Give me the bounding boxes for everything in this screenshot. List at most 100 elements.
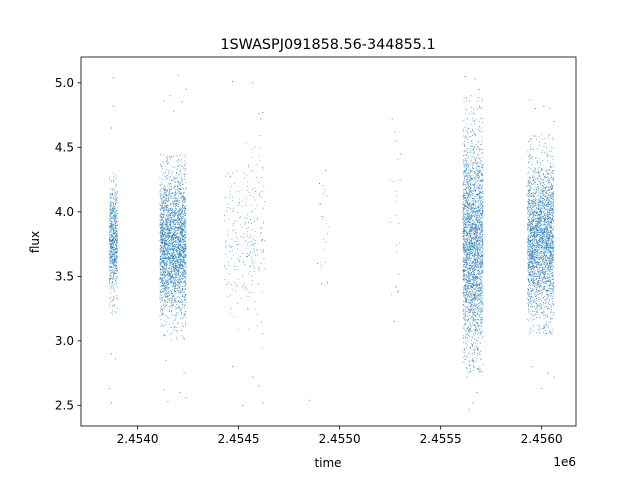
- data-point: [477, 218, 479, 220]
- data-point: [463, 225, 465, 227]
- data-point: [110, 222, 112, 224]
- data-point: [235, 236, 237, 238]
- data-point: [474, 197, 476, 199]
- data-point: [476, 261, 477, 263]
- data-point: [462, 190, 464, 192]
- data-point: [181, 278, 183, 279]
- data-point: [179, 240, 181, 242]
- data-point: [113, 176, 115, 178]
- data-point: [164, 189, 165, 191]
- data-point: [116, 224, 118, 225]
- data-point: [180, 261, 182, 263]
- data-point: [161, 202, 163, 203]
- data-point: [178, 214, 180, 216]
- data-point: [479, 172, 481, 174]
- data-point: [182, 272, 184, 274]
- data-point: [172, 235, 173, 237]
- data-point: [115, 265, 116, 267]
- data-point: [183, 257, 185, 258]
- data-point: [229, 176, 231, 178]
- data-point: [166, 175, 168, 176]
- data-point: [164, 253, 166, 255]
- data-point: [180, 261, 182, 263]
- data-point: [397, 158, 399, 160]
- data-point: [172, 239, 174, 241]
- data-point: [166, 230, 168, 232]
- data-point: [468, 268, 469, 270]
- data-point: [172, 239, 174, 240]
- data-point: [183, 202, 184, 203]
- data-point: [109, 256, 110, 258]
- data-point: [179, 259, 181, 260]
- data-point: [162, 239, 164, 240]
- data-point: [160, 280, 162, 281]
- data-point: [183, 230, 184, 232]
- data-point: [171, 238, 172, 240]
- data-point: [164, 205, 165, 207]
- data-point: [159, 258, 161, 259]
- data-point: [179, 182, 181, 183]
- data-point: [164, 221, 166, 223]
- data-point: [184, 238, 186, 240]
- data-point: [164, 226, 166, 227]
- data-point: [472, 228, 474, 229]
- data-point: [113, 278, 114, 279]
- data-point: [251, 148, 253, 150]
- data-point: [161, 282, 163, 284]
- data-point: [170, 220, 172, 222]
- data-point: [466, 182, 468, 184]
- data-point: [480, 275, 482, 277]
- data-point: [473, 203, 474, 205]
- data-point: [228, 273, 230, 275]
- data-point: [466, 205, 468, 207]
- data-point: [477, 311, 479, 313]
- data-point: [165, 189, 167, 191]
- data-point: [261, 177, 263, 178]
- data-point: [114, 215, 116, 217]
- data-point: [185, 156, 187, 158]
- data-point: [183, 297, 185, 299]
- data-point: [178, 306, 179, 307]
- data-point: [162, 237, 164, 239]
- data-point: [177, 272, 179, 274]
- data-point: [178, 240, 180, 242]
- data-point: [167, 235, 168, 237]
- data-point: [180, 230, 182, 232]
- data-point: [463, 250, 464, 252]
- data-point: [160, 257, 162, 259]
- data-point: [482, 250, 484, 252]
- data-point: [183, 223, 185, 224]
- data-point: [176, 234, 178, 236]
- data-point: [175, 204, 177, 206]
- data-point: [470, 240, 472, 241]
- data-point: [464, 323, 466, 325]
- data-point: [163, 251, 165, 253]
- data-point: [176, 250, 178, 252]
- data-point: [474, 294, 476, 295]
- data-point: [166, 222, 168, 224]
- data-point: [173, 258, 174, 260]
- data-point: [178, 255, 180, 257]
- data-point: [183, 174, 185, 176]
- data-point: [474, 228, 476, 229]
- data-point: [174, 244, 175, 245]
- data-point: [175, 215, 177, 216]
- data-point: [162, 234, 164, 236]
- data-point: [177, 259, 179, 261]
- data-point: [160, 300, 162, 302]
- data-point: [160, 272, 162, 274]
- data-point: [175, 313, 177, 315]
- data-point: [167, 254, 168, 256]
- data-point: [174, 240, 176, 242]
- data-point: [471, 263, 473, 265]
- data-point: [181, 274, 182, 275]
- data-point: [116, 233, 117, 235]
- data-point: [159, 290, 161, 291]
- data-point: [111, 192, 113, 194]
- data-point: [162, 233, 163, 235]
- data-point: [473, 211, 475, 213]
- data-point: [482, 244, 484, 246]
- data-point: [110, 245, 112, 246]
- data-point: [109, 200, 111, 202]
- data-point: [172, 250, 174, 252]
